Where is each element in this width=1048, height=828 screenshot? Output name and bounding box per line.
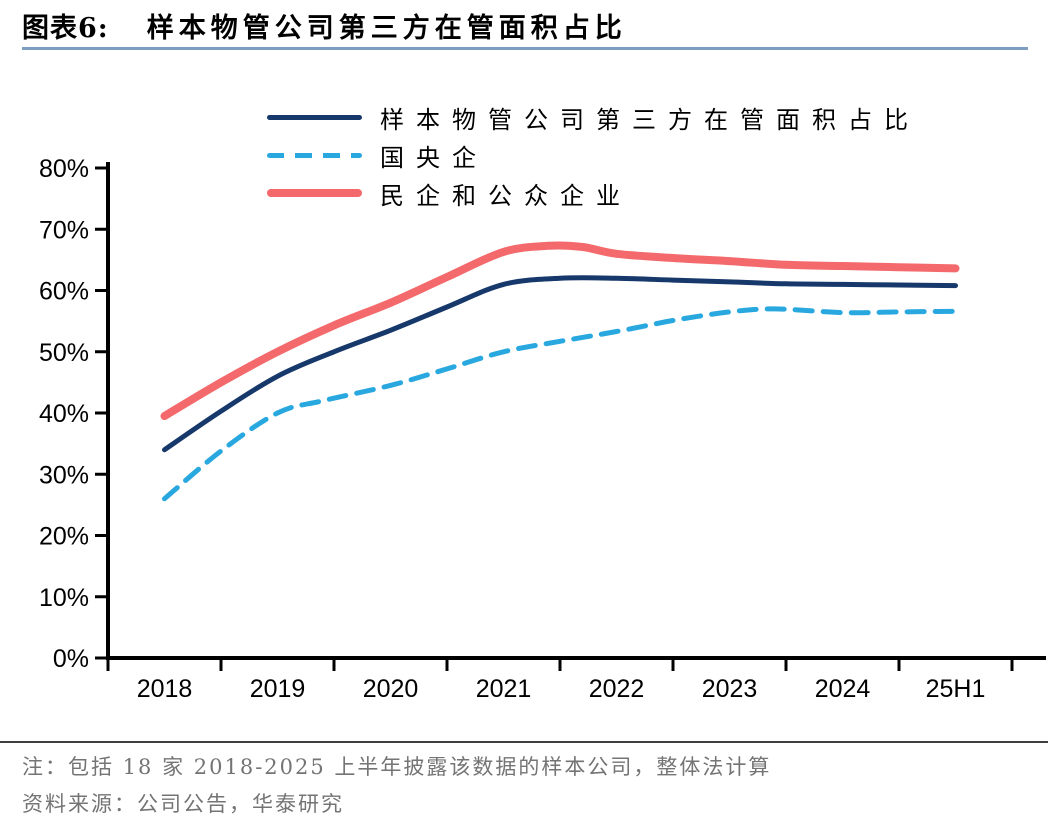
- figure-source: 资料来源：公司公告，华泰研究: [22, 792, 344, 816]
- legend-line-swatch-soe: [267, 152, 362, 158]
- title-underline-rule: [22, 47, 1028, 50]
- footer-divider: [0, 741, 1048, 743]
- y-tick-label: 10%: [39, 584, 89, 612]
- figure-header: 图表6: 样本物管公司第三方在管面积占比: [22, 6, 627, 45]
- x-tick-label: 25H1: [926, 675, 986, 703]
- y-tick-label: 80%: [39, 155, 89, 183]
- y-tick-label: 0%: [53, 645, 89, 673]
- series-line-0: [162, 275, 958, 453]
- figure-title: 样本物管公司第三方在管面积占比: [146, 13, 627, 44]
- y-tick-label: 50%: [39, 339, 89, 367]
- series-line-2: [160, 241, 960, 421]
- legend-line-swatch-private: [267, 189, 362, 197]
- legend-label-total: 样本物管公司第三方在管面积占比: [380, 105, 920, 134]
- x-tick-label: 2023: [702, 675, 758, 703]
- x-tick-label: 2018: [137, 675, 193, 703]
- x-tick-label: 2021: [476, 675, 532, 703]
- figure-note: 注：包括 18 家 2018-2025 上半年披露该数据的样本公司，整体法计算: [22, 755, 772, 779]
- y-tick-label: 70%: [39, 216, 89, 244]
- y-tick-label: 30%: [39, 461, 89, 489]
- x-tick-label: 2024: [815, 675, 871, 703]
- series-line-1: [162, 306, 958, 502]
- legend-label-soe: 国央企: [380, 143, 488, 172]
- legend-label-private: 民企和公众企业: [380, 181, 632, 210]
- y-tick-label: 60%: [39, 278, 89, 306]
- x-tick-label: 2022: [589, 675, 645, 703]
- figure-number-label: 图表6:: [22, 13, 109, 44]
- legend-item-soe: 国央企: [267, 136, 920, 174]
- x-tick-label: 2020: [363, 675, 419, 703]
- legend-item-private: 民企和公众企业: [267, 174, 920, 212]
- y-tick-label: 40%: [39, 400, 89, 428]
- y-tick-label: 20%: [39, 523, 89, 551]
- chart-legend: 样本物管公司第三方在管面积占比 国央企 民企和公众企业: [267, 98, 920, 212]
- legend-item-total: 样本物管公司第三方在管面积占比: [267, 98, 920, 136]
- x-tick-label: 2019: [250, 675, 306, 703]
- legend-line-swatch-total: [267, 114, 362, 120]
